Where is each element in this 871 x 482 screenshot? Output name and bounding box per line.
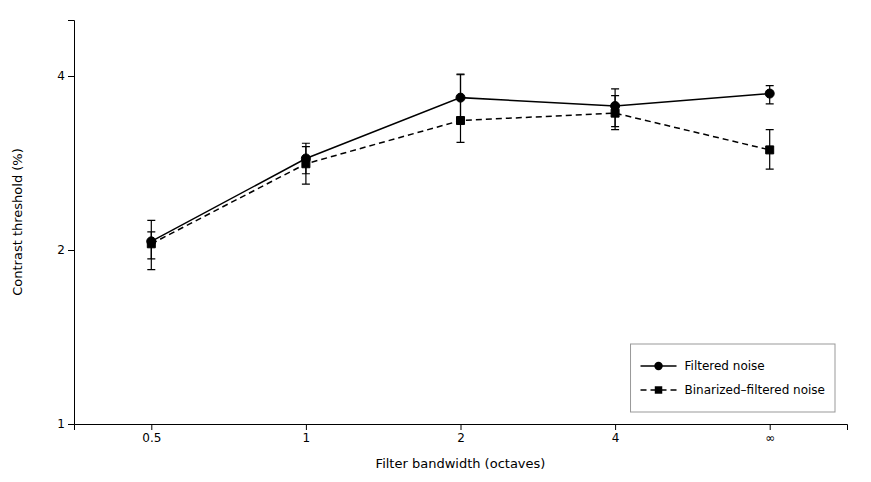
point-marker bbox=[301, 154, 310, 163]
x-tick-label: 1 bbox=[303, 431, 311, 445]
x-axis-line bbox=[75, 425, 848, 431]
y-axis: 1 2 4 bbox=[57, 21, 74, 432]
x-tick-mark bbox=[615, 424, 616, 430]
legend-box bbox=[631, 344, 835, 412]
y-tick-label: 2 bbox=[57, 243, 65, 257]
y-tick-mark bbox=[68, 76, 74, 77]
x-axis: 0.5 1 2 4 ∞ bbox=[75, 424, 848, 445]
y-axis-title: Contrast threshold (%) bbox=[10, 148, 25, 296]
x-tick-mark bbox=[151, 424, 152, 430]
series bbox=[147, 74, 773, 259]
error-bar bbox=[611, 89, 619, 127]
error-bar bbox=[457, 74, 465, 142]
error-bar bbox=[302, 143, 310, 173]
y-tick-label: 1 bbox=[57, 417, 65, 431]
x-tick-label: ∞ bbox=[765, 431, 775, 445]
error-bar bbox=[457, 75, 465, 119]
x-tick-label: 2 bbox=[457, 431, 465, 445]
series bbox=[147, 75, 774, 270]
x-tick-mark bbox=[306, 424, 307, 430]
x-tick-label: 4 bbox=[612, 431, 620, 445]
y-tick: 2 bbox=[57, 243, 74, 257]
y-tick: 1 bbox=[57, 417, 74, 431]
x-tick-mark bbox=[461, 424, 462, 430]
x-tick: 0.5 bbox=[142, 424, 161, 445]
point-marker bbox=[765, 89, 774, 98]
legend-item: Filtered noise bbox=[641, 359, 765, 373]
point-marker bbox=[147, 237, 156, 246]
error-bar bbox=[147, 220, 155, 269]
plot-area bbox=[147, 74, 774, 269]
x-tick: 1 bbox=[303, 424, 311, 445]
y-tick: 4 bbox=[57, 69, 74, 83]
y-tick-mark bbox=[68, 250, 74, 251]
legend-label: Filtered noise bbox=[685, 359, 765, 373]
point-marker bbox=[611, 101, 620, 110]
x-tick: 4 bbox=[612, 424, 620, 445]
y-tick-label: 4 bbox=[57, 69, 65, 83]
legend-item: Binarized–filtered noise bbox=[641, 383, 825, 397]
y-axis-line bbox=[68, 21, 75, 425]
legend-label: Binarized–filtered noise bbox=[685, 383, 825, 397]
legend-marker bbox=[654, 362, 662, 370]
legend-marker bbox=[655, 386, 662, 393]
x-tick-label: 0.5 bbox=[142, 431, 161, 445]
x-tick: 2 bbox=[457, 424, 465, 445]
chart-svg: 0.5 1 2 4 ∞ 1 2 4 Filter bandwidth (octaves) Cont… bbox=[0, 0, 871, 482]
point-marker bbox=[456, 93, 465, 102]
x-tick-mark bbox=[770, 424, 771, 430]
error-bar bbox=[766, 86, 774, 104]
legend: Filtered noise Binarized–filtered noise bbox=[631, 344, 835, 412]
error-bar bbox=[766, 130, 774, 169]
x-tick: ∞ bbox=[765, 424, 775, 445]
point-marker bbox=[766, 146, 774, 154]
chart-container: 0.5 1 2 4 ∞ 1 2 4 Filter bandwidth (octaves) Cont… bbox=[0, 0, 871, 482]
x-axis-title: Filter bandwidth (octaves) bbox=[376, 456, 546, 471]
y-tick-mark bbox=[68, 424, 74, 425]
